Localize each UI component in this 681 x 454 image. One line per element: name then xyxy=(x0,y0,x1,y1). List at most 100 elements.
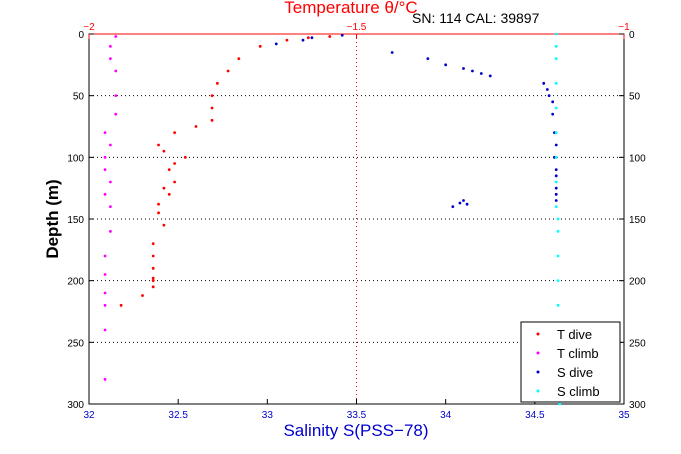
data-point xyxy=(114,35,118,38)
header-annotation: SN: 114 CAL: 39897 xyxy=(412,10,540,26)
x-axis-bottom-label: Salinity S(PSS−78) xyxy=(283,421,428,440)
data-point xyxy=(103,328,107,332)
series-t-climb xyxy=(103,35,118,381)
data-point xyxy=(451,205,455,209)
data-point xyxy=(141,294,144,297)
legend-marker xyxy=(536,370,540,374)
series-t-dive xyxy=(119,35,332,307)
data-point xyxy=(310,36,314,40)
data-point xyxy=(167,192,171,196)
data-point xyxy=(151,242,155,246)
data-point xyxy=(556,303,560,307)
data-point xyxy=(162,223,166,227)
data-point xyxy=(390,51,394,54)
data-point xyxy=(103,377,107,381)
y-tick-label-left: 50 xyxy=(73,92,85,103)
data-point xyxy=(157,143,160,147)
y-tick-label-right: 250 xyxy=(629,338,646,349)
data-point xyxy=(109,44,112,48)
data-point xyxy=(103,168,107,172)
y-tick-label-right: 0 xyxy=(629,30,635,41)
legend-marker xyxy=(536,351,540,355)
data-point xyxy=(551,112,555,116)
y-tick-label-left: 200 xyxy=(67,277,84,288)
data-point xyxy=(114,94,118,98)
data-point xyxy=(151,266,155,270)
x-bottom-tick-label: 35 xyxy=(618,410,630,421)
legend-entries: T dive T climb S dive S climb xyxy=(536,327,600,399)
data-point xyxy=(103,254,107,258)
data-point xyxy=(554,57,558,61)
data-point xyxy=(554,180,558,184)
legend-marker xyxy=(536,389,540,393)
y-axis-label: Depth (m) xyxy=(43,179,62,258)
data-point xyxy=(301,38,305,42)
data-point xyxy=(216,81,219,85)
legend: T dive T climb S dive S climb xyxy=(520,321,621,403)
data-point xyxy=(119,303,123,307)
data-point xyxy=(274,42,278,46)
data-point xyxy=(285,38,289,42)
data-point xyxy=(426,57,430,61)
x-axis-top-label: Temperature θ/°C xyxy=(284,0,417,17)
x-bottom-tick-label: 33.5 xyxy=(347,410,367,421)
data-point xyxy=(114,69,118,73)
data-point xyxy=(109,205,112,209)
data-point xyxy=(471,69,474,73)
data-point xyxy=(554,186,558,190)
data-point xyxy=(479,72,483,75)
data-point xyxy=(462,199,465,202)
legend-label: T dive xyxy=(557,327,592,342)
x-bottom-tick-label: 32.5 xyxy=(168,410,188,421)
data-point xyxy=(162,186,166,190)
data-point xyxy=(103,131,107,135)
data-point xyxy=(157,211,160,215)
data-point xyxy=(109,57,112,61)
data-point xyxy=(458,201,462,205)
data-point xyxy=(328,35,332,38)
y-tick-label-right: 200 xyxy=(629,277,646,288)
data-point xyxy=(554,106,558,110)
data-point xyxy=(103,155,107,159)
data-point xyxy=(173,162,177,165)
data-point xyxy=(109,180,112,184)
data-point xyxy=(556,279,560,283)
data-point xyxy=(556,254,560,258)
data-point xyxy=(556,217,560,221)
data-point xyxy=(465,202,469,206)
data-point xyxy=(542,81,546,85)
data-point xyxy=(462,67,465,70)
data-point xyxy=(103,291,107,295)
data-point xyxy=(556,229,560,233)
legend-label: S dive xyxy=(557,365,593,380)
data-point xyxy=(183,155,187,159)
data-point xyxy=(554,205,558,209)
legend-label: T climb xyxy=(557,346,599,361)
data-point xyxy=(558,402,562,406)
data-point xyxy=(444,63,448,67)
data-point xyxy=(210,94,214,98)
data-point xyxy=(109,143,112,147)
data-point xyxy=(258,44,262,48)
data-point xyxy=(103,303,107,307)
x-top-tick-label: −1.5 xyxy=(347,22,367,33)
y-tick-label-right: 300 xyxy=(629,400,646,411)
y-tick-label-left: 100 xyxy=(67,153,84,164)
y-tick-label-right: 100 xyxy=(629,153,646,164)
y-tick-label-right: 50 xyxy=(629,92,641,103)
data-point xyxy=(210,106,214,110)
legend-marker xyxy=(536,332,540,336)
data-point xyxy=(226,69,230,73)
data-point xyxy=(554,155,558,159)
data-point xyxy=(157,202,160,206)
data-point xyxy=(103,192,107,196)
data-point xyxy=(488,74,492,78)
data-point xyxy=(554,192,558,196)
data-point xyxy=(547,94,551,98)
data-point xyxy=(554,168,558,172)
data-point xyxy=(109,229,112,233)
x-bottom-tick-label: 33 xyxy=(262,410,274,421)
data-point xyxy=(173,131,177,135)
